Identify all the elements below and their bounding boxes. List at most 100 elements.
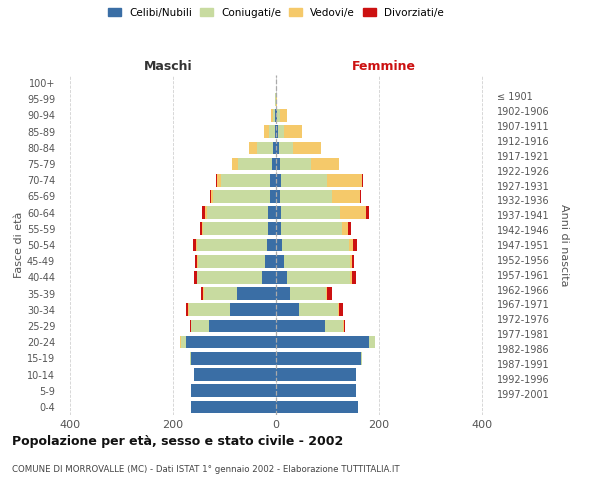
Bar	[238, 288, 276, 300]
Bar	[276, 255, 284, 268]
Bar	[276, 206, 340, 219]
Bar	[200, 222, 276, 235]
Bar	[276, 142, 321, 154]
Bar	[276, 400, 358, 413]
Bar	[197, 238, 276, 252]
Bar	[275, 109, 276, 122]
Bar	[221, 174, 276, 186]
Bar	[190, 352, 276, 364]
Bar	[217, 174, 276, 186]
Bar	[274, 109, 276, 122]
Bar	[194, 368, 276, 381]
Bar	[276, 174, 328, 186]
Bar	[276, 238, 282, 252]
Bar	[276, 126, 278, 138]
Bar	[276, 255, 350, 268]
Text: Femmine: Femmine	[352, 60, 416, 72]
Bar	[274, 142, 276, 154]
Bar	[194, 368, 276, 381]
Bar	[276, 206, 366, 219]
Text: Popolazione per età, sesso e stato civile - 2002: Popolazione per età, sesso e stato civil…	[12, 435, 343, 448]
Bar	[276, 368, 356, 381]
Bar	[202, 206, 276, 219]
Bar	[276, 271, 350, 283]
Bar	[276, 304, 343, 316]
Bar	[180, 336, 276, 348]
Bar	[276, 352, 361, 364]
Bar	[191, 400, 276, 413]
Bar	[276, 158, 280, 170]
Bar	[193, 238, 276, 252]
Bar	[276, 304, 339, 316]
Bar	[271, 109, 276, 122]
Bar	[232, 158, 276, 170]
Bar	[276, 190, 280, 202]
Bar	[276, 304, 299, 316]
Bar	[257, 142, 276, 154]
Bar	[276, 271, 287, 283]
Bar	[197, 271, 276, 283]
Bar	[198, 255, 276, 268]
Bar	[230, 304, 276, 316]
Bar	[191, 400, 276, 413]
Bar	[276, 190, 360, 202]
Bar	[276, 352, 362, 364]
Bar	[191, 352, 276, 364]
Bar	[186, 336, 276, 348]
Bar	[276, 336, 375, 348]
Bar	[190, 352, 276, 364]
Bar	[204, 288, 276, 300]
Bar	[276, 142, 293, 154]
Bar	[276, 93, 277, 106]
Bar	[197, 255, 276, 268]
Bar	[191, 384, 276, 397]
Bar	[276, 320, 344, 332]
Bar	[202, 288, 276, 300]
Bar	[276, 238, 353, 252]
Bar	[276, 174, 281, 186]
Bar	[276, 400, 358, 413]
Bar	[276, 320, 343, 332]
Bar	[276, 206, 281, 219]
Bar	[205, 206, 276, 219]
Bar	[276, 190, 332, 202]
Bar	[276, 400, 358, 413]
Bar	[276, 288, 328, 300]
Bar	[268, 206, 276, 219]
Bar	[276, 400, 358, 413]
Legend: Celibi/Nubili, Coniugati/e, Vedovi/e, Divorziati/e: Celibi/Nubili, Coniugati/e, Vedovi/e, Di…	[108, 8, 444, 18]
Bar	[195, 255, 276, 268]
Bar	[275, 126, 276, 138]
Bar	[276, 352, 362, 364]
Bar	[276, 222, 281, 235]
Bar	[276, 288, 290, 300]
Bar	[181, 336, 276, 348]
Bar	[272, 158, 276, 170]
Bar	[262, 271, 276, 283]
Bar	[263, 126, 276, 138]
Bar	[191, 384, 276, 397]
Bar	[188, 304, 276, 316]
Bar	[276, 368, 356, 381]
Bar	[209, 320, 276, 332]
Bar	[196, 238, 276, 252]
Bar	[276, 222, 350, 235]
Bar	[275, 93, 276, 106]
Bar	[276, 174, 362, 186]
Bar	[270, 190, 276, 202]
Bar	[191, 384, 276, 397]
Bar	[275, 93, 276, 106]
Bar	[276, 336, 375, 348]
Bar	[276, 238, 357, 252]
Bar	[276, 336, 375, 348]
Bar	[276, 271, 352, 283]
Bar	[249, 142, 276, 154]
Bar	[276, 304, 338, 316]
Bar	[188, 304, 276, 316]
Bar	[276, 158, 339, 170]
Bar	[276, 174, 364, 186]
Bar	[271, 109, 276, 122]
Bar	[276, 384, 356, 397]
Bar	[276, 238, 349, 252]
Bar	[276, 271, 356, 283]
